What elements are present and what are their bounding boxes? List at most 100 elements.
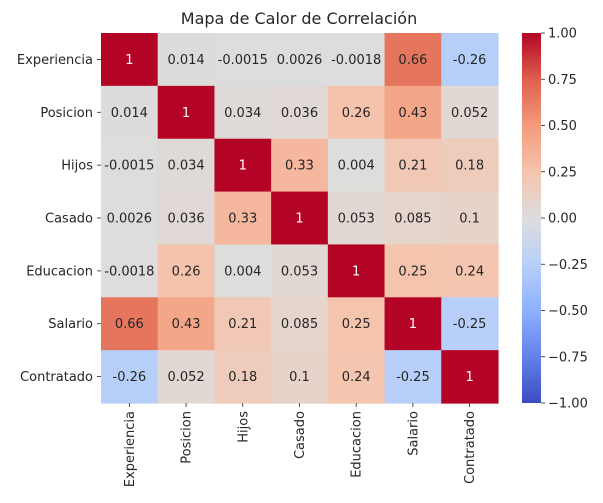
cell-value-label: 0.053 — [338, 212, 375, 227]
colorbar: 1.00 0.75 0.50 0.25 0.00 −0.25 −0.50 −0.75 −1.00 — [522, 27, 588, 412]
cell-value-label: 0.036 — [281, 106, 318, 121]
cell-value-label: 0.43 — [398, 106, 427, 121]
cell-value-label: 0.034 — [224, 106, 261, 121]
heatmap-cell — [327, 85, 386, 140]
row-label: Posicion — [40, 106, 93, 121]
heatmap-cell — [101, 297, 159, 351]
cell-value-label: 0.1 — [459, 212, 480, 227]
cell-value-label: 1 — [182, 106, 190, 121]
heatmap-cell — [157, 244, 216, 298]
row-labels: Experiencia Posicion Hijos Casado Educacion S… — [17, 53, 101, 385]
cell-value-label: 0.21 — [228, 317, 257, 332]
heatmap-cell — [157, 33, 216, 87]
heatmap-cell — [327, 244, 386, 298]
cell-value-label: 0.004 — [338, 159, 375, 174]
cell-value-label: 0.43 — [172, 317, 201, 332]
cell-value-label: 0.33 — [228, 212, 257, 227]
cell-value-label: 0.26 — [342, 106, 371, 121]
heatmap-cell — [101, 350, 159, 404]
column-label: Educacion — [350, 411, 365, 478]
colorbar-tick-label: −0.50 — [548, 304, 588, 319]
row-label: Hijos — [61, 159, 93, 174]
cell-value-label: 1 — [352, 264, 360, 279]
heatmap-cell — [101, 85, 159, 140]
cell-value-label: 1 — [465, 370, 473, 385]
heatmap-cell — [384, 297, 442, 351]
cell-value-label: 0.25 — [398, 264, 427, 279]
heatmap-cell — [101, 191, 159, 246]
heatmap-cells: 1 0.014 -0.0015 0.0026 -0.0018 0.66 -0.26 0.014… — [101, 33, 499, 404]
heatmap-cell — [384, 85, 442, 140]
cell-value-label: 0.085 — [394, 212, 431, 227]
heatmap-cell — [384, 244, 442, 298]
heatmap-cell — [327, 33, 386, 87]
cell-value-label: 0.053 — [281, 264, 318, 279]
heatmap-cell — [214, 191, 272, 246]
cell-value-label: 1 — [295, 212, 303, 227]
heatmap-cell — [157, 297, 216, 351]
heatmap-cell — [384, 350, 442, 404]
heatmap-cell — [327, 138, 386, 193]
cell-value-label: 0.33 — [285, 159, 314, 174]
row-label: Contratado — [20, 370, 93, 385]
heatmap-cell — [271, 138, 329, 193]
cell-value-label: 0.66 — [398, 53, 427, 68]
row-label: Salario — [48, 317, 93, 332]
colorbar-tick-label: 0.75 — [548, 73, 577, 88]
heatmap-cell — [384, 33, 442, 87]
heatmap-cell — [101, 33, 159, 87]
column-label: Posicion — [180, 411, 195, 464]
heatmap-cell — [384, 191, 442, 246]
colorbar-tick-label: −1.00 — [548, 397, 588, 412]
cell-value-label: 0.036 — [167, 212, 204, 227]
row-label: Experiencia — [17, 53, 93, 68]
cell-value-label: 0.21 — [398, 159, 427, 174]
heatmap-cell — [157, 138, 216, 193]
heatmap-cell — [441, 85, 499, 140]
cell-value-label: 0.085 — [281, 317, 318, 332]
cell-value-label: 1 — [409, 317, 417, 332]
cell-value-label: 0.0026 — [107, 212, 153, 227]
heatmap-cell — [157, 350, 216, 404]
heatmap-cell — [157, 191, 216, 246]
row-label: Casado — [45, 212, 93, 227]
cell-value-label: 0.1 — [289, 370, 310, 385]
column-label: Casado — [293, 411, 308, 459]
heatmap-cell — [214, 33, 272, 87]
row-label: Educacion — [26, 264, 93, 279]
cell-value-label: 0.25 — [342, 317, 371, 332]
cell-value-label: 0.052 — [167, 370, 204, 385]
cell-value-label: 0.18 — [228, 370, 257, 385]
colorbar-tick-label: 0.00 — [548, 212, 577, 227]
cell-value-label: 0.66 — [115, 317, 144, 332]
heatmap-cell — [384, 138, 442, 193]
cell-value-label: 0.26 — [172, 264, 201, 279]
colorbar-tick-label: −0.25 — [548, 258, 588, 273]
cell-value-label: 0.24 — [455, 264, 484, 279]
cell-value-label: -0.25 — [453, 317, 487, 332]
heatmap-cell — [214, 350, 272, 404]
column-label: Salario — [406, 411, 421, 456]
cell-value-label: -0.0018 — [104, 264, 154, 279]
heatmap-cell — [441, 138, 499, 193]
cell-value-label: 0.014 — [167, 53, 204, 68]
heatmap-cell — [271, 85, 329, 140]
heatmap-cell — [214, 297, 272, 351]
heatmap-cell — [271, 191, 329, 246]
heatmap-cell — [214, 85, 272, 140]
heatmap-cell — [214, 244, 272, 298]
heatmap-cell — [101, 244, 159, 298]
heatmap-cell — [271, 33, 329, 87]
colorbar-gradient — [522, 33, 541, 403]
cell-value-label: 0.052 — [451, 106, 488, 121]
chart-title: Mapa de Calor de Correlación — [181, 9, 417, 28]
heatmap-cell — [157, 85, 216, 140]
heatmap-cell — [441, 33, 499, 87]
heatmap-cell — [327, 191, 386, 246]
colorbar-tick-label: 0.50 — [548, 119, 577, 134]
cell-value-label: 0.004 — [224, 264, 261, 279]
cell-value-label: -0.0015 — [218, 53, 268, 68]
heatmap-cell — [441, 244, 499, 298]
